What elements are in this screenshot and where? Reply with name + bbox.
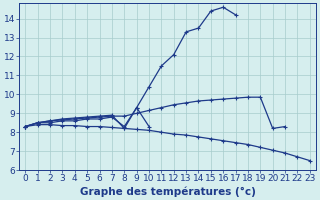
X-axis label: Graphe des températures (°c): Graphe des températures (°c) [80, 186, 255, 197]
